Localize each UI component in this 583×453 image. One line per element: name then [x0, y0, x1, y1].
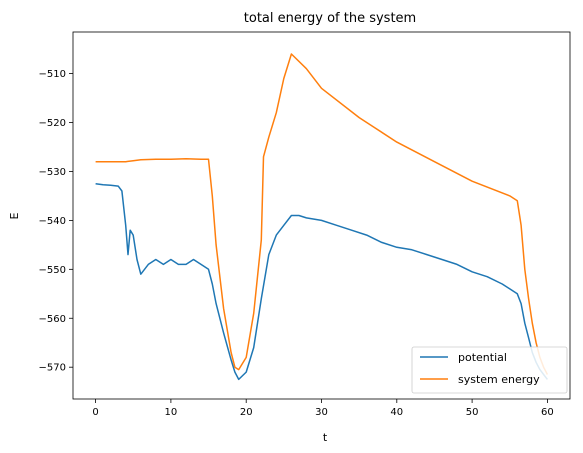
x-tick-label: 20: [240, 407, 253, 418]
legend-box: [411, 346, 568, 394]
y-tick-label: −510: [39, 69, 66, 80]
x-tick-label: 40: [390, 407, 403, 418]
plot-area: 0 10 20 30 40 50 60 −570−560−550−540−530−520−5…: [39, 31, 571, 418]
plot-frame: [72, 31, 571, 400]
y-tick-label: −570: [39, 363, 66, 374]
y-tick-label: −560: [39, 314, 66, 325]
legend: potential system energy: [411, 346, 568, 394]
x-axis-label: t: [323, 431, 328, 444]
x-tick-label: 30: [315, 407, 328, 418]
series-line-system-energy: [95, 53, 549, 375]
x-tick-label: 0: [92, 407, 98, 418]
x-tick-label: 50: [466, 407, 479, 418]
series-line-potential: [95, 182, 548, 381]
y-axis-label: E: [8, 212, 21, 219]
y-tick-label: −520: [39, 118, 66, 129]
y-tick-label: −530: [39, 167, 66, 178]
y-tick-label: −540: [39, 216, 66, 227]
legend-label-potential: potential: [458, 351, 507, 364]
x-tick-label: 10: [165, 407, 178, 418]
chart-title: total energy of the system: [244, 11, 416, 26]
y-tick-label: −550: [39, 265, 66, 276]
series-lines: [95, 53, 549, 381]
x-tick-label: 60: [541, 407, 554, 418]
y-axis: −570 −560 −550 −540 −530 −520 −510: [39, 69, 73, 374]
legend-label-system-energy: system energy: [458, 373, 540, 386]
x-axis: 0 10 20 30 40 50 60: [92, 399, 554, 418]
